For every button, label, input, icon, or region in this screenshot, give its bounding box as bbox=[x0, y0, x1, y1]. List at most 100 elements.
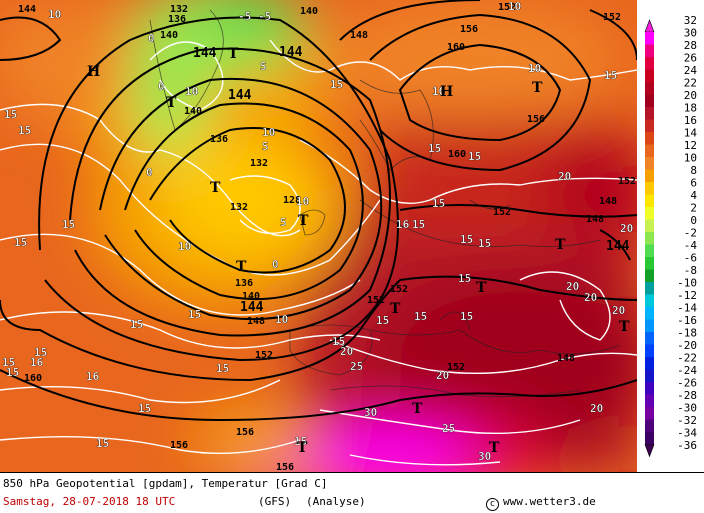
temperature-field bbox=[0, 0, 637, 472]
geopotential-label: 152 bbox=[498, 2, 516, 13]
geopotential-label: 160 bbox=[447, 42, 465, 53]
geopotential-label: 152 bbox=[390, 284, 408, 295]
scale-label: 6 bbox=[690, 177, 697, 190]
geopotential-label: 156 bbox=[527, 114, 545, 125]
geopotential-label: 156 bbox=[276, 462, 294, 472]
scale-label: -8 bbox=[684, 264, 697, 277]
scale-swatch bbox=[645, 32, 654, 45]
scale-swatch bbox=[645, 82, 654, 95]
temperature-label: 0 bbox=[158, 80, 165, 93]
geopotential-label: 152 bbox=[367, 295, 385, 306]
geopotential-label: 156 bbox=[460, 24, 478, 35]
geopotential-label: 144 bbox=[606, 239, 630, 254]
scale-swatch bbox=[645, 282, 654, 295]
geopotential-label: 156 bbox=[170, 440, 188, 451]
scale-swatch bbox=[645, 207, 654, 220]
geopotential-label: 160 bbox=[448, 149, 466, 160]
temperature-label: 15 bbox=[428, 142, 441, 155]
temperature-label: 0 bbox=[146, 166, 153, 179]
scale-swatch bbox=[645, 132, 654, 145]
credit-text: www.wetter3.de bbox=[503, 495, 596, 508]
scale-swatch bbox=[645, 119, 654, 133]
geopotential-label: 152 bbox=[255, 350, 273, 361]
temperature-label: 10 bbox=[528, 62, 541, 75]
temperature-label: 15 bbox=[4, 108, 17, 121]
scale-label: 12 bbox=[684, 139, 697, 152]
scale-swatch bbox=[645, 107, 654, 120]
scale-label: 4 bbox=[690, 189, 697, 202]
scale-swatch bbox=[645, 432, 654, 445]
scale-swatch bbox=[645, 332, 654, 345]
scale-label: 8 bbox=[690, 164, 697, 177]
analysis-label: (Analyse) bbox=[306, 495, 366, 508]
scale-label: -26 bbox=[677, 377, 697, 390]
temperature-label: 10 bbox=[262, 126, 275, 139]
temperature-label: 30 bbox=[364, 406, 377, 419]
low-pressure-marker: T bbox=[228, 46, 239, 62]
scale-label: -22 bbox=[677, 352, 697, 365]
scale-label: 18 bbox=[684, 102, 697, 115]
scale-swatch bbox=[645, 94, 654, 108]
scale-swatch bbox=[645, 382, 654, 395]
temperature-label: 15 bbox=[2, 356, 15, 369]
low-pressure-marker: T bbox=[476, 280, 487, 296]
scale-swatch bbox=[645, 319, 654, 333]
temperature-color-scale: 32302826242220181614121086420-2-4-6-8-10… bbox=[637, 0, 704, 472]
geopotential-label: 144 bbox=[240, 300, 264, 315]
high-pressure-marker: H bbox=[440, 84, 453, 100]
temperature-label: 20 bbox=[620, 222, 633, 235]
temperature-label: 15 bbox=[18, 124, 31, 137]
geopotential-label: 144 bbox=[279, 45, 303, 60]
temperature-label: 15 bbox=[96, 437, 109, 450]
scale-swatch bbox=[645, 419, 654, 433]
map-title: 850 hPa Geopotential [gpdam], Temperatur… bbox=[3, 477, 328, 490]
temperature-label: 20 bbox=[436, 369, 449, 382]
scale-label: -32 bbox=[677, 414, 697, 427]
scale-label: -12 bbox=[677, 289, 697, 302]
temperature-label: 15 bbox=[6, 366, 19, 379]
scale-label: 30 bbox=[684, 27, 697, 40]
scale-label: 32 bbox=[684, 14, 697, 27]
geopotential-label: 148 bbox=[586, 214, 604, 225]
geopotential-label: 132 bbox=[230, 202, 248, 213]
scale-label: 14 bbox=[684, 127, 698, 140]
geopotential-label: 136 bbox=[210, 134, 228, 145]
temperature-label: 15 bbox=[432, 197, 445, 210]
map-date: Samstag, 28-07-2018 18 UTC bbox=[3, 495, 176, 508]
scale-label: 24 bbox=[684, 64, 698, 77]
scale-labels: 32302826242220181614121086420-2-4-6-8-10… bbox=[677, 14, 697, 452]
temperature-label: 15 bbox=[460, 310, 473, 323]
scale-label: 28 bbox=[684, 39, 697, 52]
scale-swatch bbox=[645, 294, 654, 308]
temperature-label: 20 bbox=[612, 304, 625, 317]
temperature-label: 15 bbox=[468, 150, 481, 163]
geopotential-label: 132 bbox=[250, 158, 268, 169]
scale-swatch bbox=[645, 357, 654, 370]
low-pressure-marker: T bbox=[298, 213, 309, 229]
scale-label: 20 bbox=[684, 89, 697, 102]
temperature-label: 15 bbox=[330, 78, 343, 91]
temperature-label: 20 bbox=[590, 402, 603, 415]
geopotential-label: 140 bbox=[184, 106, 202, 117]
scale-arrow-bottom bbox=[644, 444, 655, 458]
geopotential-label: 144 bbox=[193, 46, 217, 61]
temperature-label: 15 bbox=[188, 308, 201, 321]
scale-label: -24 bbox=[677, 364, 697, 377]
scale-label: -18 bbox=[677, 327, 697, 340]
temperature-label: 5 bbox=[262, 140, 269, 153]
scale-swatch bbox=[645, 157, 654, 170]
scale-label: 22 bbox=[684, 77, 697, 90]
temperature-label: -5 bbox=[238, 10, 251, 23]
geopotential-label: 132 bbox=[170, 4, 188, 15]
temperature-label: 15 bbox=[458, 272, 471, 285]
geopotential-label: 148 bbox=[557, 353, 575, 364]
geopotential-label: 140 bbox=[242, 291, 260, 302]
temperature-label: 20 bbox=[584, 291, 597, 304]
geopotential-label: 136 bbox=[235, 278, 253, 289]
temperature-label: 16 bbox=[396, 218, 410, 231]
temperature-label: 15 bbox=[332, 335, 345, 348]
scale-label: -14 bbox=[677, 302, 697, 315]
scale-label: -36 bbox=[677, 439, 697, 452]
geopotential-label: 160 bbox=[24, 373, 42, 384]
scale-swatch bbox=[645, 257, 654, 270]
